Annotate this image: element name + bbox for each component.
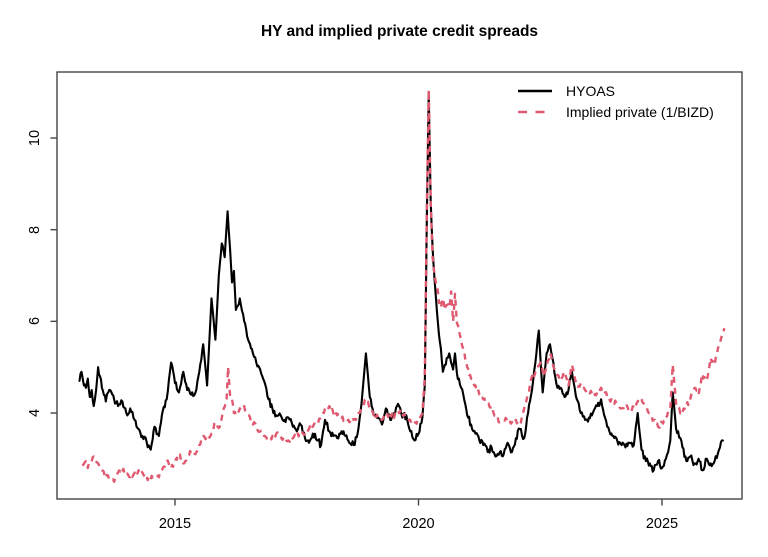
- legend-item-implied-private: Implied private (1/BIZD): [517, 101, 714, 122]
- y-tick-label-10: 10: [27, 129, 43, 147]
- x-tick-label-2025: 2025: [645, 516, 679, 532]
- hyoas-solid-line-icon: [518, 89, 552, 92]
- implied-private-dashed-line-icon: [518, 110, 552, 113]
- y-tick-label-4: 4: [27, 408, 43, 418]
- legend-item-hyoas: HYOAS: [517, 80, 714, 101]
- legend-label-hyoas: HYOAS: [566, 82, 616, 99]
- x-tick-label-2015: 2015: [158, 516, 192, 532]
- legend-label-implied-private: Implied private (1/BIZD): [566, 103, 714, 120]
- y-tick-label-8: 8: [27, 225, 43, 234]
- plot-border: [56, 71, 743, 500]
- hyoas-series-line: [78, 91, 724, 473]
- chart-title: HY and implied private credit spreads: [260, 23, 539, 40]
- legend: HYOAS Implied private (1/BIZD): [517, 80, 714, 122]
- x-tick-label-2020: 2020: [402, 516, 435, 532]
- implied-private-series-line: [81, 88, 726, 483]
- y-tick-label-6: 6: [27, 317, 43, 326]
